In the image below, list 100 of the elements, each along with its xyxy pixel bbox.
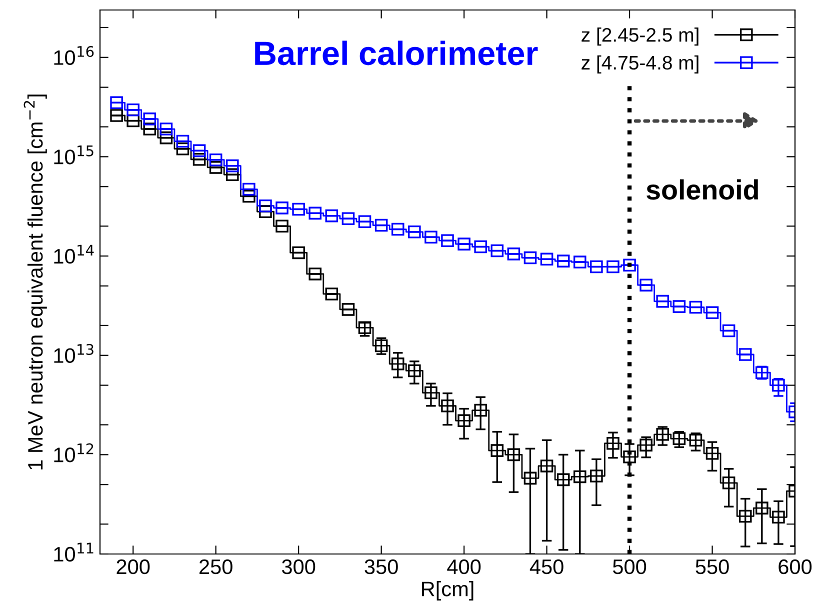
point <box>325 209 338 222</box>
point <box>276 202 288 214</box>
y-axis-title: 1 MeV neutron equivalent fluence [cm$^{−2}$] <box>24 94 47 470</box>
point <box>722 476 736 490</box>
point <box>507 448 520 462</box>
point <box>292 246 305 260</box>
point <box>441 234 454 247</box>
point <box>226 168 239 182</box>
point <box>308 268 322 280</box>
x-tick-label: 450 <box>530 559 564 574</box>
point <box>490 244 504 258</box>
point <box>391 358 404 370</box>
point <box>606 436 620 450</box>
point <box>556 473 570 486</box>
point <box>292 202 305 216</box>
x-tick-label: 550 <box>696 559 729 574</box>
legend-label: z [4.75-4.8 m] <box>582 55 698 74</box>
point <box>110 109 123 122</box>
annotation: solenoid <box>646 179 758 200</box>
point <box>424 230 438 244</box>
point <box>640 438 652 452</box>
point <box>458 414 470 428</box>
point <box>143 112 156 126</box>
x-tick-label: 300 <box>282 559 316 574</box>
point <box>408 226 421 238</box>
point <box>192 144 206 158</box>
point <box>524 251 537 264</box>
point <box>374 339 388 352</box>
point <box>524 472 537 485</box>
annotation: Barrel calorimeter <box>255 40 538 66</box>
y-tick-label: 10$^{13}$ <box>54 344 94 363</box>
point <box>656 428 670 441</box>
x-tick-label: 200 <box>116 559 150 574</box>
point <box>209 161 222 174</box>
point <box>143 122 156 136</box>
point <box>358 215 372 228</box>
point <box>573 470 586 484</box>
x-tick-label: 250 <box>200 559 232 574</box>
point <box>606 260 620 274</box>
point <box>342 212 355 226</box>
point <box>308 206 322 220</box>
y-tick-label: 10$^{14}$ <box>54 244 94 264</box>
point <box>259 199 272 212</box>
y-tick-label: 10$^{16}$ <box>54 46 94 65</box>
point <box>160 122 173 136</box>
point <box>192 152 206 166</box>
point <box>689 434 702 447</box>
point <box>722 324 736 338</box>
point <box>226 159 239 172</box>
point <box>590 470 603 482</box>
point <box>507 248 520 260</box>
x-axis-title: R[cm] <box>422 581 474 600</box>
point <box>672 300 686 313</box>
y-tick-label: 10$^{15}$ <box>54 146 94 164</box>
point <box>374 218 388 232</box>
point <box>623 450 636 464</box>
point <box>160 131 173 144</box>
point <box>458 238 470 250</box>
point <box>556 254 570 268</box>
point <box>689 300 702 314</box>
point <box>540 460 554 472</box>
x-tick-label: 600 <box>778 559 812 574</box>
point <box>176 142 190 156</box>
point <box>738 510 752 523</box>
x-tick-label: 350 <box>364 559 398 574</box>
point <box>342 303 355 316</box>
x-tick-label: 500 <box>612 559 646 574</box>
point <box>424 386 438 400</box>
point <box>110 96 123 110</box>
point <box>756 502 768 514</box>
point <box>706 447 719 460</box>
point <box>573 256 586 268</box>
point <box>540 252 554 266</box>
legend-label: z [2.45-2.5 m] <box>582 28 698 46</box>
point <box>738 348 752 361</box>
point <box>276 220 288 233</box>
point <box>126 104 140 116</box>
point <box>259 205 272 218</box>
point <box>325 288 338 300</box>
point <box>358 321 372 334</box>
y-tick-label: 10$^{11}$ <box>54 542 94 562</box>
y-tick-label: 10$^{12}$ <box>54 443 94 462</box>
x-tick-label: 400 <box>447 559 481 574</box>
point <box>441 399 454 412</box>
point <box>242 182 256 196</box>
point <box>656 294 670 308</box>
point <box>490 444 504 457</box>
point <box>706 306 719 320</box>
point <box>391 222 404 236</box>
point <box>408 364 421 378</box>
point <box>772 378 785 392</box>
point <box>640 278 652 292</box>
point <box>623 258 636 272</box>
point <box>590 260 603 274</box>
point <box>772 510 785 524</box>
point <box>209 153 222 166</box>
point <box>176 134 190 148</box>
point <box>474 240 487 254</box>
point <box>672 432 686 446</box>
point <box>474 404 487 417</box>
